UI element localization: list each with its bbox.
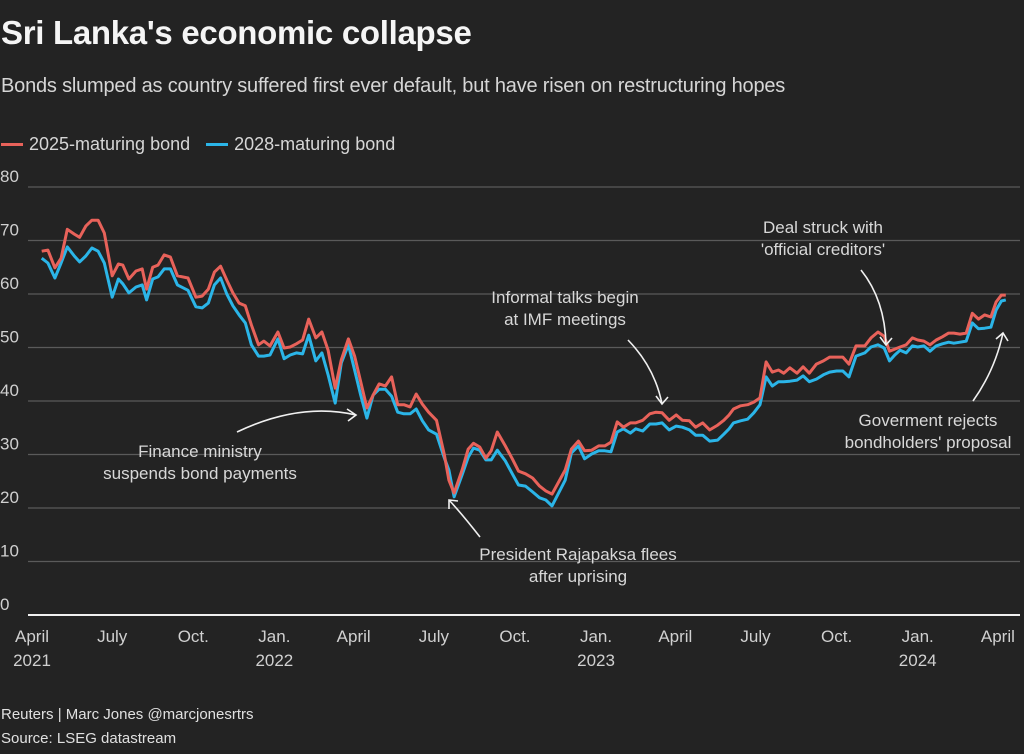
x-tick-label: July <box>97 627 128 646</box>
y-tick-label: 60 <box>0 274 19 293</box>
x-tick-label: Jan. <box>258 627 290 646</box>
x-tick-label: Jan. <box>902 627 934 646</box>
annotation-text: Informal talks begin <box>491 288 638 307</box>
annotation-arrow <box>972 332 1004 402</box>
annotation-text: suspends bond payments <box>103 464 297 483</box>
arrowhead-icon <box>448 499 459 509</box>
x-tick-label: April <box>15 627 49 646</box>
annotation-text: 'official creditors' <box>761 240 885 259</box>
y-tick-label: 10 <box>0 542 19 561</box>
y-tick-label: 0 <box>0 595 9 614</box>
annotation: Finance ministry suspends bond payments <box>103 408 358 483</box>
gridlines <box>28 186 1020 616</box>
x-tick-label: Jan. <box>580 627 612 646</box>
annotations: Finance ministry suspends bond payments Pr… <box>103 218 1011 586</box>
arrowhead-icon <box>995 331 1009 342</box>
y-tick-label: 40 <box>0 381 19 400</box>
source-line: Source: LSEG datastream <box>1 730 177 747</box>
y-tick-label: 80 <box>0 167 19 186</box>
x-tick-label: Oct. <box>821 627 852 646</box>
annotation-text: bondholders' proposal <box>845 433 1012 452</box>
annotation-text: after uprising <box>529 567 627 586</box>
chart-subtitle: Bonds slumped as country suffered first … <box>1 75 786 97</box>
annotation-arrow <box>627 339 663 405</box>
x-tick-label: 2021 <box>13 651 51 670</box>
annotation-arrow <box>236 410 357 433</box>
series-line-2025-bond <box>41 218 1006 496</box>
arrowhead-icon <box>655 395 669 406</box>
series-lines <box>40 218 1007 508</box>
annotation-text: Finance ministry <box>138 442 262 461</box>
arrowhead-icon <box>879 336 893 347</box>
annotation-text: President Rajapaksa flees <box>479 545 677 564</box>
annotation-text: Goverment rejects <box>859 411 998 430</box>
annotation: Deal struck with 'official creditors' <box>761 218 893 347</box>
y-tick-label: 30 <box>0 435 19 454</box>
x-tick-label: 2023 <box>577 651 615 670</box>
annotation-arrow <box>448 499 481 538</box>
y-tick-label: 50 <box>0 328 19 347</box>
annotation-text: at IMF meetings <box>504 310 626 329</box>
x-tick-label: 2022 <box>255 651 293 670</box>
x-tick-label: July <box>419 627 450 646</box>
x-tick-label: 2024 <box>899 651 937 670</box>
y-tick-label: 20 <box>0 488 19 507</box>
x-tick-label: April <box>981 627 1015 646</box>
legend-label-2025-bond: 2025-maturing bond <box>29 134 191 154</box>
annotation-text: Deal struck with <box>763 218 883 237</box>
y-axis-ticks: 0 10 20 30 40 50 60 70 80 <box>0 167 19 614</box>
legend-item-2025-bond: 2025-maturing bond <box>1 134 190 155</box>
legend-label-2028-bond: 2028-maturing bond <box>234 134 396 154</box>
legend-swatch-2028-bond <box>206 143 229 146</box>
chart-title: Sri Lanka's economic collapse <box>1 14 472 51</box>
y-tick-label: 70 <box>0 221 19 240</box>
x-tick-label: July <box>740 627 771 646</box>
x-tick-label: Oct. <box>178 627 209 646</box>
credit-line: Reuters | Marc Jones @marcjonesrtrs <box>1 706 254 723</box>
annotation: Informal talks begin at IMF meetings <box>491 288 669 406</box>
annotation: President Rajapaksa flees after uprising <box>448 499 677 586</box>
legend: 2025-maturing bond 2028-maturing bond <box>1 134 411 155</box>
series-line-2028-bond <box>40 245 1007 508</box>
legend-swatch-2025-bond <box>1 143 23 146</box>
arrowhead-icon <box>346 408 358 422</box>
annotation-arrow <box>860 269 887 346</box>
x-tick-label: April <box>337 627 371 646</box>
x-tick-label: April <box>658 627 692 646</box>
legend-item-2028-bond: 2028-maturing bond <box>206 134 395 155</box>
annotation: Goverment rejects bondholders' proposal <box>845 331 1012 452</box>
x-tick-label: Oct. <box>499 627 530 646</box>
x-axis-ticks: April 2021 July Oct. Jan. 2022 April July Oct. Ja… <box>13 627 1015 670</box>
